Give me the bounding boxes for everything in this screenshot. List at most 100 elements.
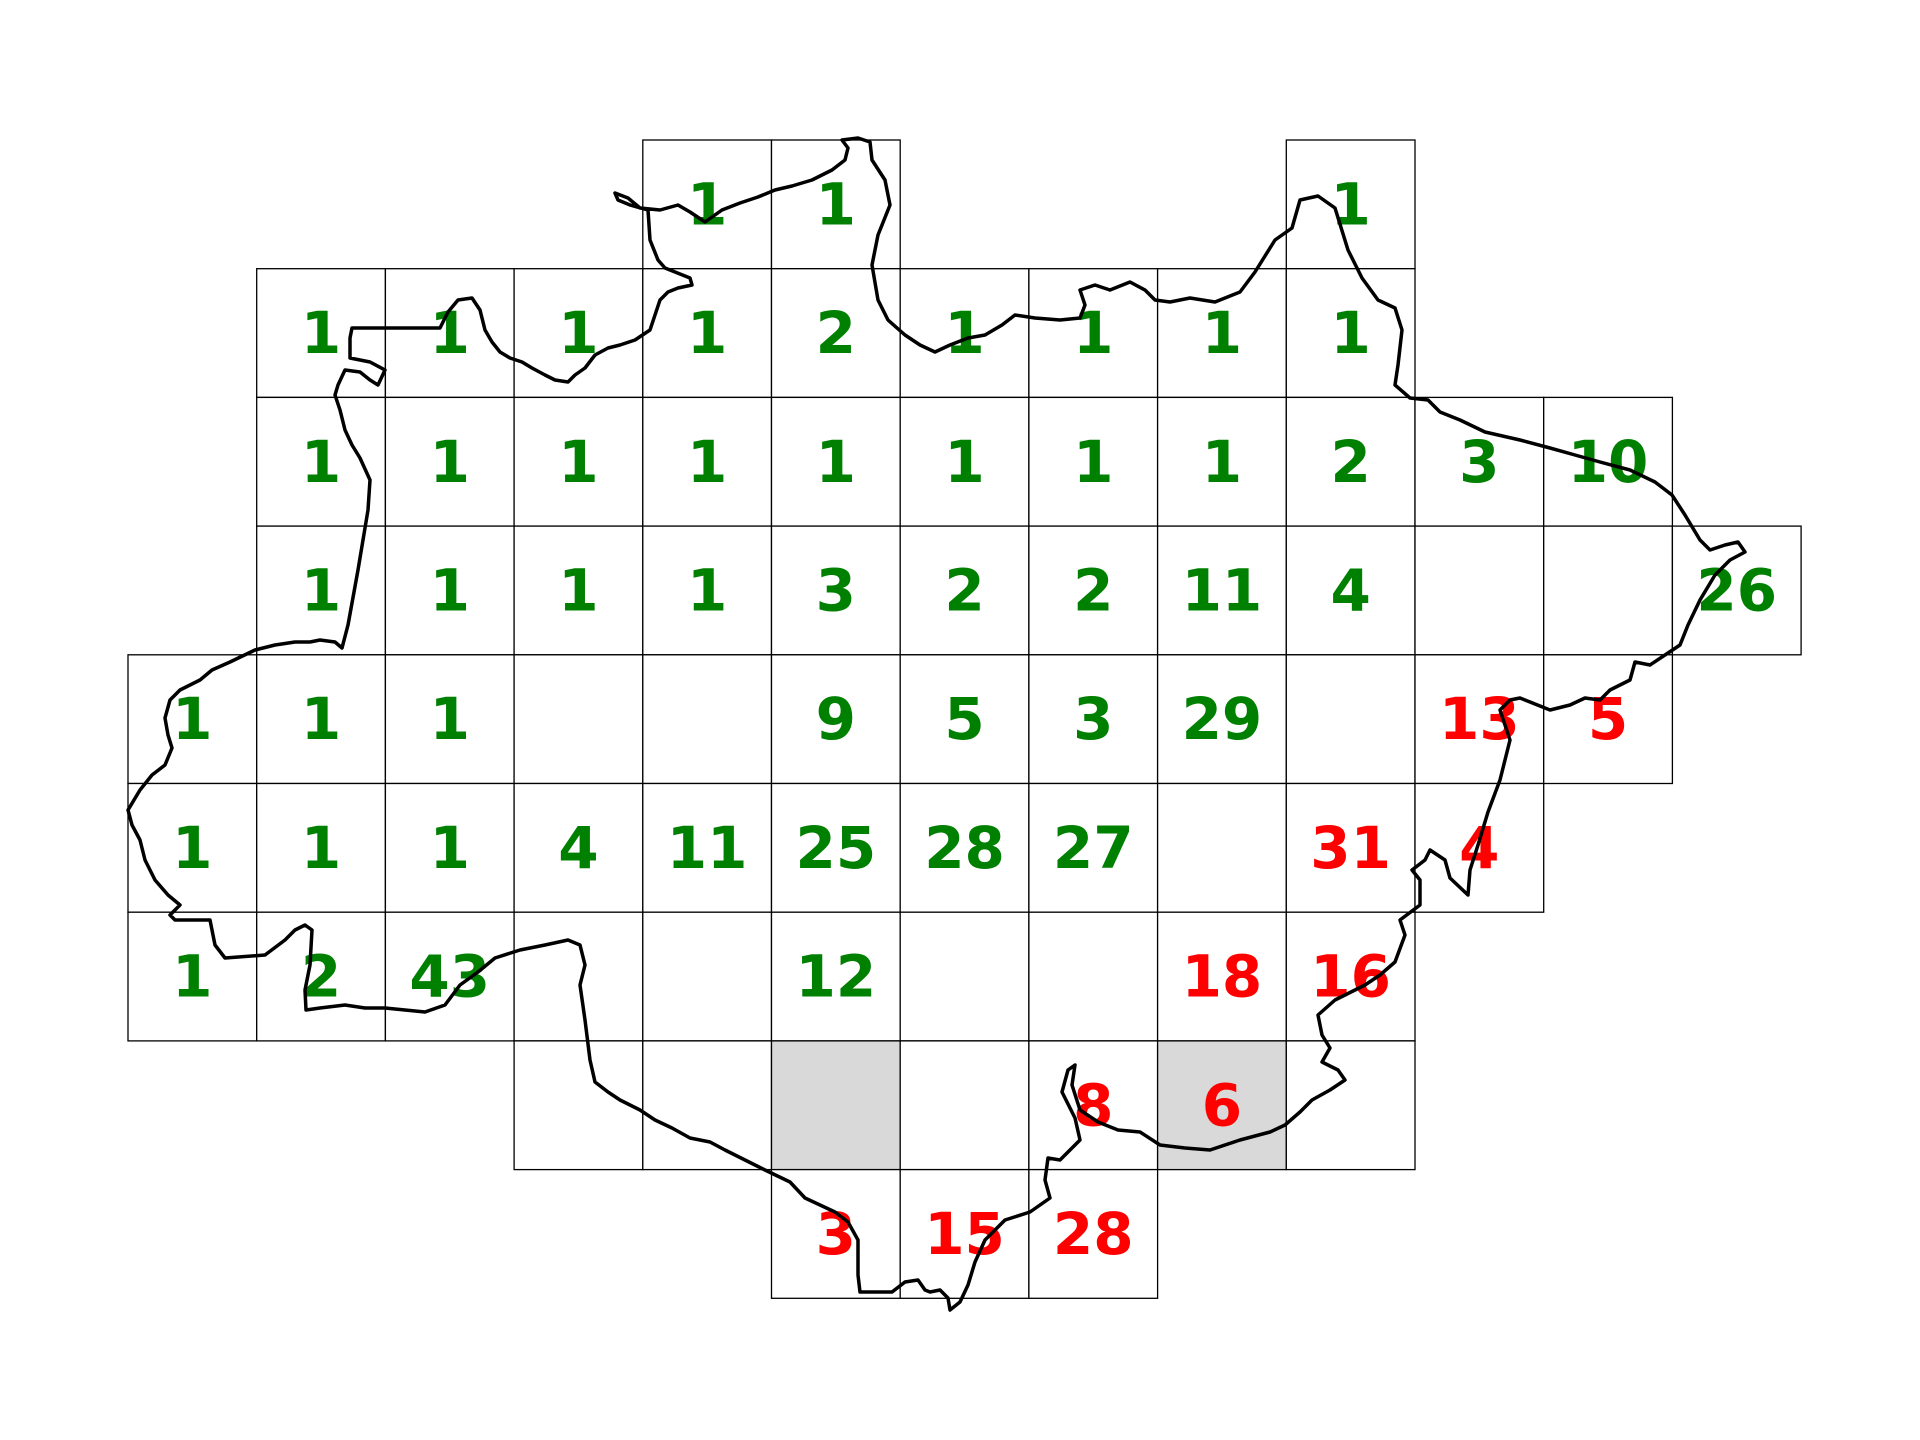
cell-count-label: 5 [1588,685,1628,753]
grid-cell-box [770,525,901,656]
cell-count-label: 1 [301,428,341,496]
cell-count-label: 1 [301,299,341,367]
grid-cell-box [1285,654,1416,785]
grid-cell-box [770,139,901,270]
grid-cell-box [642,654,773,785]
cell-count-label: 1 [172,814,212,882]
grid-cell [642,1040,773,1171]
grid-cell-box [642,782,773,913]
grid-cell [1285,654,1416,785]
grid-cell: 28 [1028,1168,1159,1299]
cell-count-label: 6 [1202,1071,1242,1139]
grid-cell-box [642,268,773,399]
grid-cell: 1 [899,268,1030,399]
grid-cell-box [1543,396,1674,527]
grid-cell: 1 [513,525,644,656]
cell-count-label: 1 [816,170,856,238]
cell-count-label: 25 [795,814,876,882]
grid-cell-box [384,396,515,527]
grid-cell: 12 [770,911,901,1042]
cell-count-label: 1 [430,685,470,753]
cell-count-label: 28 [1053,1200,1134,1268]
cell-count-label: 4 [1459,814,1499,882]
cell-count-label: 2 [1330,428,1370,496]
cell-count-label: 29 [1182,685,1263,753]
grid-cell-box [1028,1168,1159,1299]
grid-cell: 1 [256,654,387,785]
grid-cell-box [899,396,1030,527]
grid-cell [513,911,644,1042]
grid-cell-box [899,782,1030,913]
grid-cell: 1 [770,139,901,270]
grid-cell-box [1285,782,1416,913]
grid-cell: 2 [1028,525,1159,656]
grid-cell: 4 [1285,525,1416,656]
grid-cell: 1 [1028,268,1159,399]
grid-cell: 1 [642,139,773,270]
grid-cell-box [513,911,644,1042]
grid-cell: 18 [1156,911,1287,1042]
grid-cell-box [1285,268,1416,399]
cell-count-label: 1 [301,685,341,753]
grid-cell-box [256,782,387,913]
grid-cell-box [1156,782,1287,913]
grid-cell: 1 [1285,139,1416,270]
grid-cell-box [770,268,901,399]
grid-cell-box [1156,911,1287,1042]
cell-count-label: 1 [944,299,984,367]
grid-cell: 26 [1671,525,1802,656]
cell-count-label: 28 [924,814,1005,882]
grid-cell: 1 [1028,396,1159,527]
cell-count-label: 4 [1330,556,1370,624]
grid-cell-box [1028,396,1159,527]
grid-cell: 3 [770,1168,901,1299]
grid-cell [513,654,644,785]
grid-cell-box [1543,525,1674,656]
grid-cell: 5 [1543,654,1674,785]
cell-count-label: 3 [816,1200,856,1268]
cell-count-label: 1 [430,814,470,882]
cell-count-label: 11 [667,814,748,882]
grid-cell [899,911,1030,1042]
grid-cell-box [1285,525,1416,656]
cell-count-label: 1 [558,428,598,496]
cell-count-label: 1 [687,170,727,238]
cell-count-label: 1 [172,943,212,1011]
grid-cell-box [642,525,773,656]
grid-cell: 1 [642,396,773,527]
grid-cell [513,1040,644,1171]
grid-cell-box [127,782,258,913]
grid-cell: 3 [1028,654,1159,785]
grid-cell [899,1040,1030,1171]
grid-cell: 11 [642,782,773,913]
grid-cell: 28 [899,782,1030,913]
grid-cell: 31 [1285,782,1416,913]
cell-count-label: 1 [430,428,470,496]
grid-cell: 1 [127,911,258,1042]
grid-cell [1156,782,1287,913]
grid-cell-box [513,654,644,785]
cell-count-label: 1 [1073,299,1113,367]
grid-cell: 1 [1156,396,1287,527]
grid-cell-box [1414,654,1545,785]
grid-cell-box [770,654,901,785]
cell-count-label: 27 [1053,814,1134,882]
cell-count-label: 1 [172,685,212,753]
grid-cell: 43 [384,911,515,1042]
cell-count-label: 3 [816,556,856,624]
cell-count-label: 1 [687,299,727,367]
grid-cell-box [899,1168,1030,1299]
grid-cell: 2 [256,911,387,1042]
grid-cell-box [384,782,515,913]
grid-cell: 1 [770,396,901,527]
grid-cell: 13 [1414,654,1545,785]
grid-cell-box [899,654,1030,785]
grid-cell-box [384,911,515,1042]
cell-count-label: 1 [558,299,598,367]
cell-count-label: 1 [816,428,856,496]
grid-cell [770,1040,901,1171]
grid-cell: 27 [1028,782,1159,913]
grid-cell-box [1285,139,1416,270]
grid-cell: 1 [642,525,773,656]
cell-count-label: 9 [816,685,856,753]
